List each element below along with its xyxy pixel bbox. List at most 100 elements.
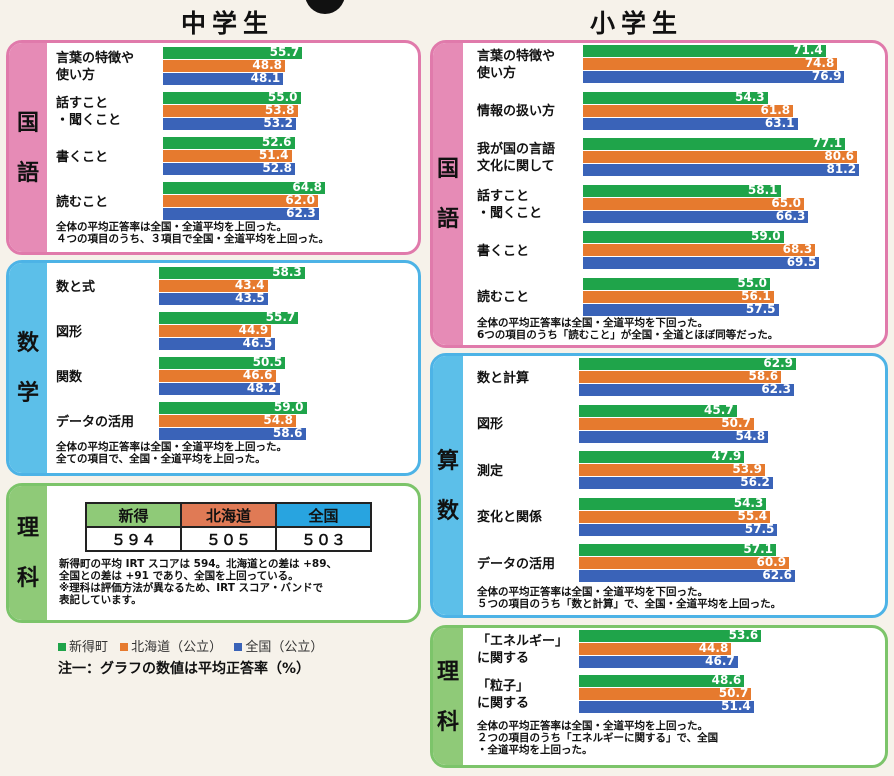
irt-note: 新得町の平均 IRT スコアは 594。北海道との差は +89、 全国との差は … <box>59 558 338 606</box>
category-label: 図形 <box>477 417 504 432</box>
hokkaido-bar: 60.9 <box>579 555 790 569</box>
bar-value-label: 55.0 <box>267 90 298 104</box>
hokkaido-bar: 43.4 <box>159 278 268 292</box>
irt-header-hokkaido: 北海道 <box>180 502 277 528</box>
panel-note: 全体の平均正答率は全国・全道平均を上回った。 全ての項目で、全国・全道平均を上回… <box>56 441 287 465</box>
subject-tab: 算数 <box>433 356 463 615</box>
hokkaido-bar: 50.7 <box>579 416 754 430</box>
town-bar: 57.1 <box>579 542 776 556</box>
town-bar: 55.0 <box>583 275 770 290</box>
bar-value-label: 54.3 <box>733 495 764 510</box>
bar-value-label: 50.5 <box>252 355 283 369</box>
hokkaido-bar: 58.6 <box>579 369 782 383</box>
bar-value-label: 54.8 <box>735 428 766 443</box>
bar-value-label: 54.3 <box>735 89 765 104</box>
category-label: 「エネルギー」 に関する <box>477 634 569 666</box>
category-label: 話すこと ・聞くこと <box>477 188 543 221</box>
hokkaido-bar: 48.8 <box>163 58 285 72</box>
bar-value-label: 74.8 <box>804 56 835 70</box>
subject-tab: 理科 <box>433 628 463 765</box>
hokkaido-bar: 56.1 <box>583 288 774 303</box>
town-bar: 58.1 <box>583 183 781 197</box>
bar-value-label: 48.6 <box>711 673 742 687</box>
bar-value-label: 58.6 <box>272 426 303 440</box>
es-sansu-panel: 算数 数と計算 62.9 58.6 62.3 図形 45.7 50.7 54.8 測定 47.9 5… <box>430 353 888 618</box>
subject-tab: 理科 <box>9 486 47 620</box>
bar-value-label: 62.6 <box>762 568 792 582</box>
bar-value-label: 55.0 <box>737 275 767 290</box>
town-bar: 62.9 <box>579 356 796 370</box>
town-bar: 59.0 <box>583 229 784 243</box>
bar-value-label: 44.9 <box>238 323 269 337</box>
bar-value-label: 45.7 <box>704 402 734 417</box>
category-label: 書くこと <box>56 149 109 165</box>
category-label: 図形 <box>56 324 83 340</box>
panel-note: 全体の平均正答率は全国・全道平均を上回った。 ２つの項目のうち「エネルギーに関す… <box>477 720 719 756</box>
bar-value-label: 77.1 <box>812 136 843 150</box>
hokkaido-bar: 50.7 <box>579 686 752 700</box>
subject-char: 科 <box>16 565 39 591</box>
national-bar: 62.3 <box>163 206 319 220</box>
bar-value-label: 68.3 <box>782 242 813 256</box>
bar-value-label: 52.6 <box>261 135 292 149</box>
town-bar: 55.7 <box>159 310 299 324</box>
footnote: 注一：グラフの数値は平均正答率（%） <box>58 661 311 677</box>
irt-header-national: 全国 <box>275 502 372 528</box>
national-bar: 57.5 <box>579 522 778 536</box>
hokkaido-bar: 74.8 <box>583 56 838 70</box>
subject-char: 語 <box>16 159 39 186</box>
subject-tab: 国語 <box>433 43 463 345</box>
bar-value-label: 43.5 <box>235 291 265 305</box>
bar-value-label: 80.6 <box>824 149 855 163</box>
hokkaido-bar: 44.9 <box>159 323 272 337</box>
bar-value-label: 55.7 <box>269 45 300 59</box>
subject-tab: 国語 <box>9 43 47 252</box>
national-bar: 69.5 <box>583 255 820 269</box>
town-bar: 54.3 <box>579 495 767 510</box>
bar-value-label: 62.0 <box>285 193 315 207</box>
bar-value-label: 64.8 <box>292 180 322 194</box>
jhs-rika-panel: 理科 新得 北海道 全国 ５９４ ５０５ ５０３ 新得町の平均 IRT スコアは… <box>6 483 421 623</box>
bar-value-label: 48.8 <box>252 58 282 72</box>
hokkaido-bar: 53.8 <box>163 103 298 117</box>
irt-value-national: ５０３ <box>275 526 372 552</box>
bar-value-label: 66.3 <box>775 208 806 223</box>
bar-value-label: 62.3 <box>286 206 316 220</box>
national-bar: 76.9 <box>583 69 845 83</box>
hokkaido-bar: 65.0 <box>583 195 804 210</box>
bar-value-label: 58.3 <box>272 265 302 279</box>
national-bar: 48.1 <box>163 71 284 85</box>
town-bar: 54.3 <box>583 89 768 104</box>
bar-value-label: 43.4 <box>234 278 265 292</box>
bar-value-label: 57.1 <box>743 542 773 556</box>
es-rika-panel: 理科 「エネルギー」 に関する 53.6 44.8 46.7 「粒子」 に関する 48.6… <box>430 625 888 768</box>
bar-value-label: 48.2 <box>246 381 277 395</box>
hokkaido-bar: 44.8 <box>579 641 732 655</box>
bar-value-label: 54.8 <box>263 413 293 427</box>
town-bar: 45.7 <box>579 402 737 417</box>
bar-value-label: 51.4 <box>721 699 751 713</box>
bar-value-label: 65.0 <box>771 195 801 210</box>
bar-value-label: 51.4 <box>258 148 289 162</box>
town-bar: 52.6 <box>163 135 295 149</box>
jhs-kokugo-panel: 国語 言葉の特徴や 使い方 55.7 48.8 48.1 話すこと ・聞くこと 55.0 5… <box>6 40 421 255</box>
hokkaido-bar: 54.8 <box>159 413 296 427</box>
legend-swatch <box>234 643 243 651</box>
bar-value-label: 76.9 <box>811 69 842 83</box>
national-bar: 62.3 <box>579 382 794 396</box>
bar-value-label: 56.1 <box>741 288 771 303</box>
category-label: 書くこと <box>477 243 530 259</box>
national-bar: 66.3 <box>583 208 809 223</box>
subject-char: 国 <box>16 109 39 136</box>
panel-note: 全体の平均正答率は全国・全道平均を上回った。 ４つの項目のうち、３項目で全国・全… <box>56 221 329 245</box>
national-bar: 46.5 <box>159 336 276 350</box>
subject-char: 算 <box>436 447 459 474</box>
irt-score-table: 新得 北海道 全国 ５９４ ５０５ ５０３ <box>85 502 372 552</box>
bar-value-label: 63.1 <box>764 115 795 130</box>
town-bar: 71.4 <box>583 43 826 57</box>
town-bar: 55.7 <box>163 45 303 59</box>
national-bar: 43.5 <box>159 291 268 305</box>
hokkaido-bar: 55.4 <box>579 509 771 523</box>
bar-value-label: 53.6 <box>728 628 759 642</box>
bar-value-label: 53.9 <box>732 462 762 476</box>
